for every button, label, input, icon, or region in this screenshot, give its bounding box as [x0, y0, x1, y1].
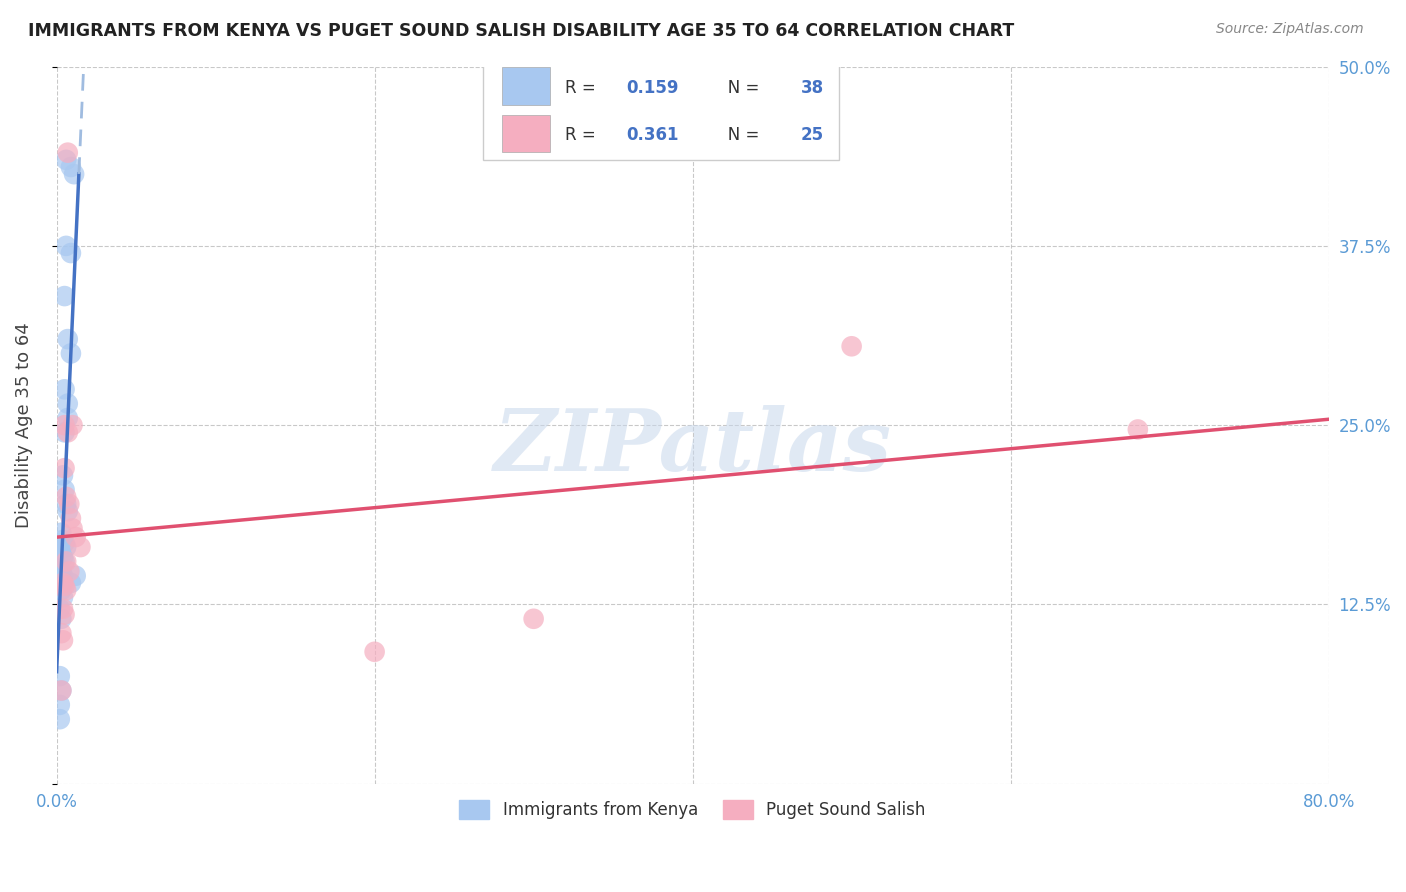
- Point: [58, 565, 80, 579]
- Point: [56, 145, 79, 160]
- Point: [56, 504, 79, 518]
- Point: [59, 160, 82, 174]
- Point: [58, 497, 80, 511]
- Point: [49, 543, 72, 558]
- Point: [51, 626, 73, 640]
- Point: [59, 346, 82, 360]
- Point: [49, 601, 72, 615]
- Point: [53, 579, 76, 593]
- Point: [55, 540, 77, 554]
- Text: 25: 25: [801, 126, 824, 144]
- Point: [69, 540, 91, 554]
- Point: [51, 683, 73, 698]
- Point: [52, 468, 75, 483]
- Bar: [502, 114, 550, 152]
- FancyBboxPatch shape: [482, 60, 839, 160]
- Point: [56, 332, 79, 346]
- Y-axis label: Disability Age 35 to 64: Disability Age 35 to 64: [15, 322, 32, 528]
- Point: [55, 497, 77, 511]
- Text: R =: R =: [565, 78, 602, 96]
- Text: N =: N =: [711, 78, 765, 96]
- Text: 0.361: 0.361: [627, 126, 679, 144]
- Point: [52, 601, 75, 615]
- Point: [53, 425, 76, 440]
- Point: [63, 167, 86, 181]
- Point: [1126, 422, 1149, 436]
- Point: [59, 576, 82, 591]
- Point: [52, 533, 75, 547]
- Point: [53, 382, 76, 396]
- Point: [62, 418, 84, 433]
- Point: [51, 547, 73, 561]
- Point: [59, 511, 82, 525]
- Text: Source: ZipAtlas.com: Source: ZipAtlas.com: [1216, 22, 1364, 37]
- Point: [55, 554, 77, 568]
- Point: [363, 645, 385, 659]
- Point: [56, 425, 79, 440]
- Point: [56, 411, 79, 425]
- Text: N =: N =: [711, 126, 765, 144]
- Point: [52, 576, 75, 591]
- Point: [49, 561, 72, 575]
- Point: [841, 339, 863, 353]
- Point: [65, 568, 87, 582]
- Text: ZIPatlas: ZIPatlas: [494, 405, 891, 489]
- Point: [523, 612, 546, 626]
- Point: [51, 612, 73, 626]
- Point: [51, 525, 73, 540]
- Point: [53, 535, 76, 549]
- Point: [55, 153, 77, 167]
- Point: [52, 550, 75, 565]
- Point: [52, 591, 75, 605]
- Point: [51, 683, 73, 698]
- Text: 0.159: 0.159: [627, 78, 679, 96]
- Point: [49, 579, 72, 593]
- Text: 38: 38: [801, 78, 824, 96]
- Point: [62, 521, 84, 535]
- Bar: [502, 67, 550, 104]
- Point: [51, 565, 73, 579]
- Point: [51, 583, 73, 598]
- Point: [59, 246, 82, 260]
- Point: [53, 289, 76, 303]
- Point: [52, 568, 75, 582]
- Legend: Immigrants from Kenya, Puget Sound Salish: Immigrants from Kenya, Puget Sound Salis…: [453, 793, 932, 826]
- Point: [53, 418, 76, 433]
- Point: [55, 239, 77, 253]
- Point: [49, 669, 72, 683]
- Point: [53, 483, 76, 497]
- Point: [53, 607, 76, 622]
- Text: R =: R =: [565, 126, 602, 144]
- Point: [56, 397, 79, 411]
- Point: [49, 712, 72, 726]
- Point: [65, 530, 87, 544]
- Point: [53, 554, 76, 568]
- Point: [53, 461, 76, 475]
- Point: [55, 490, 77, 504]
- Point: [52, 633, 75, 648]
- Point: [49, 698, 72, 712]
- Point: [55, 583, 77, 598]
- Text: IMMIGRANTS FROM KENYA VS PUGET SOUND SALISH DISABILITY AGE 35 TO 64 CORRELATION : IMMIGRANTS FROM KENYA VS PUGET SOUND SAL…: [28, 22, 1014, 40]
